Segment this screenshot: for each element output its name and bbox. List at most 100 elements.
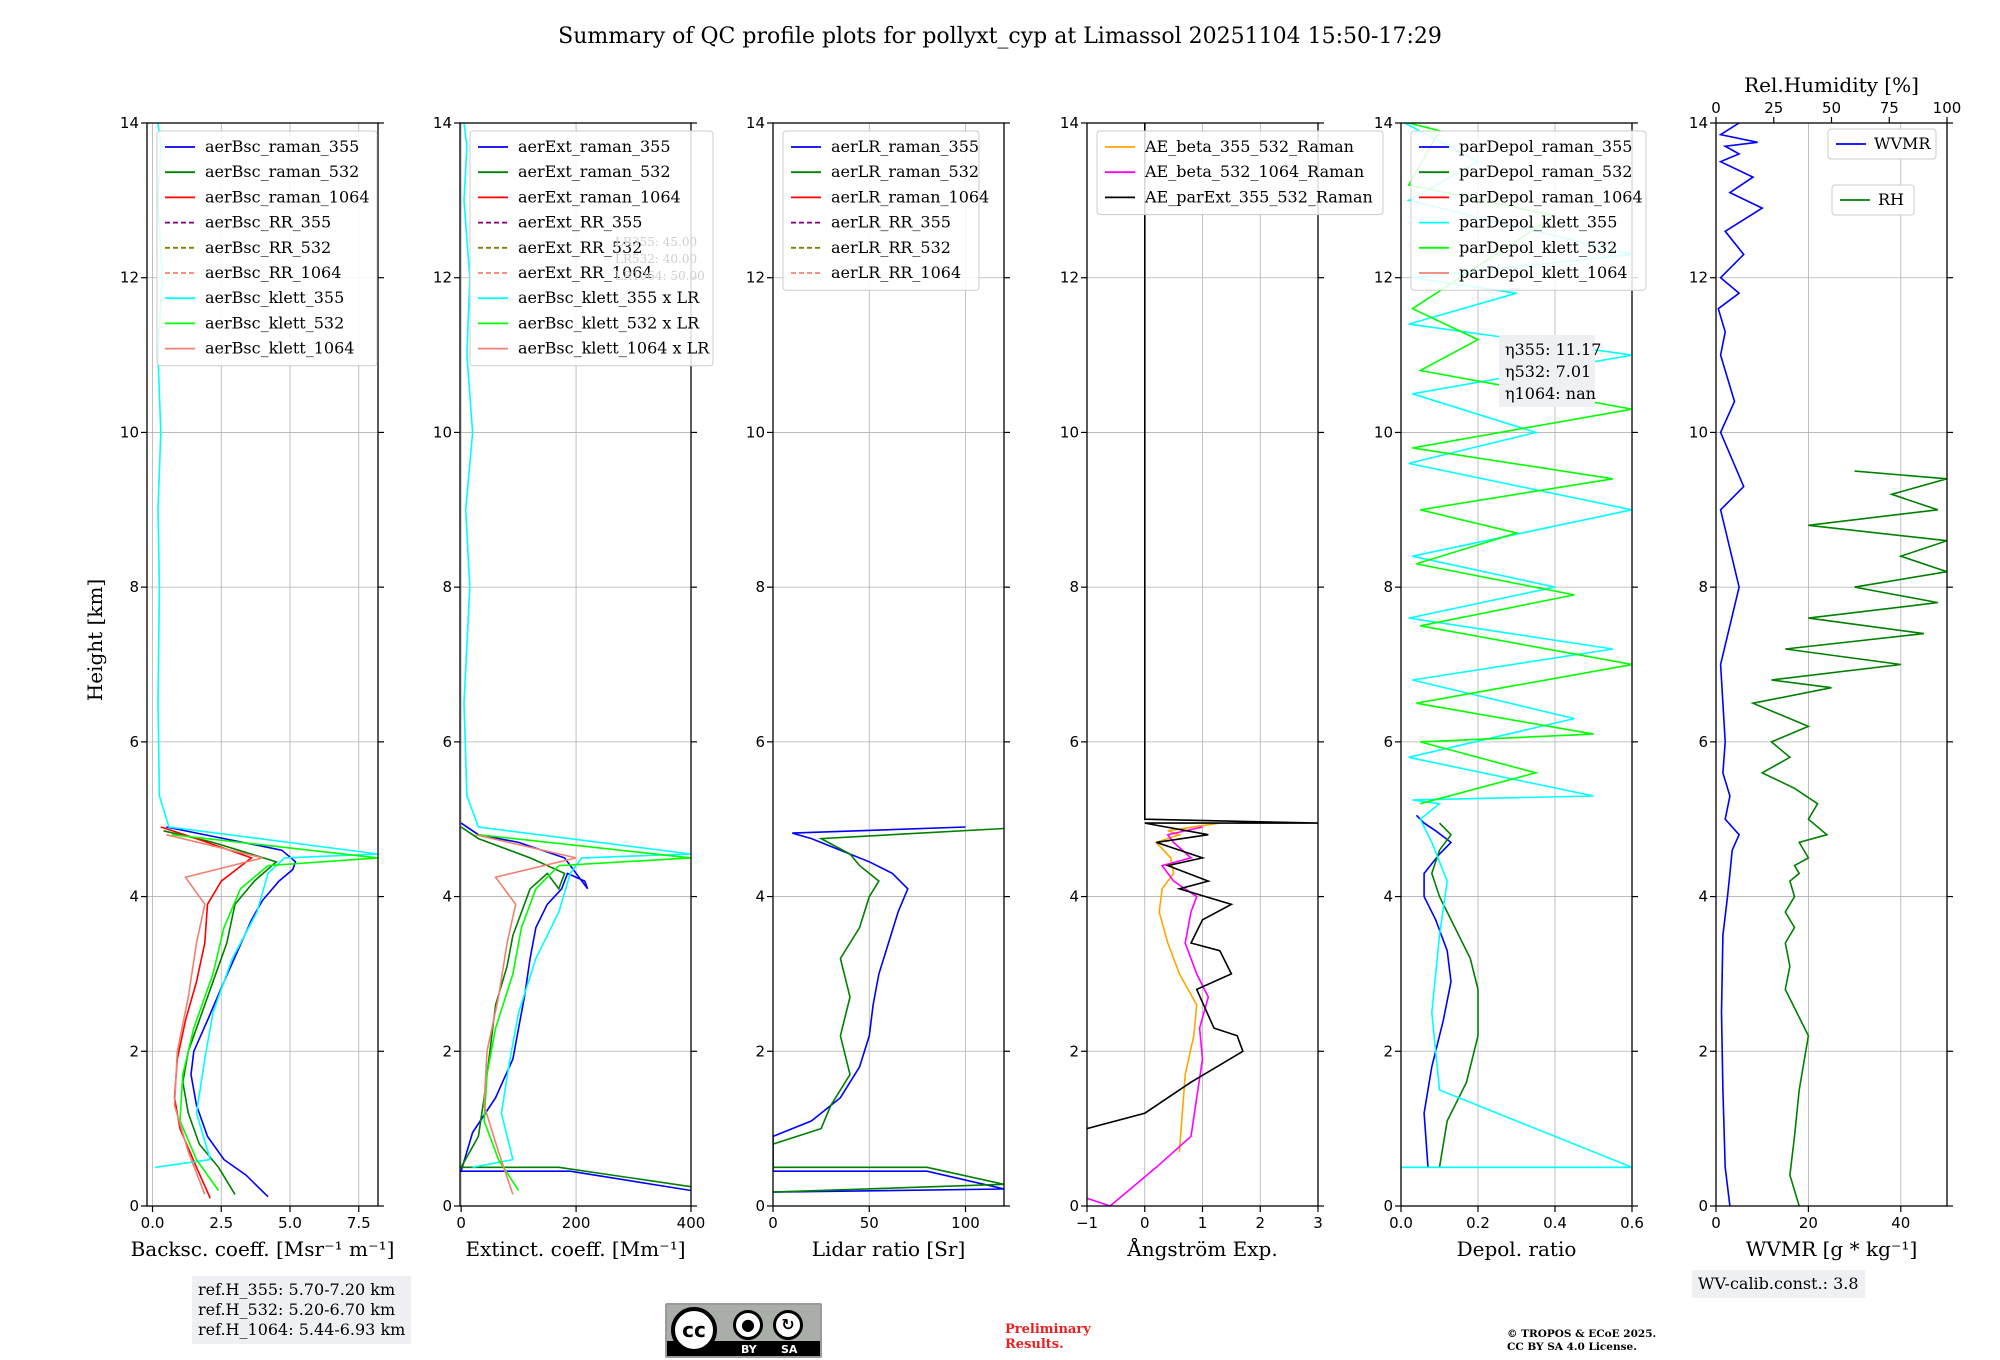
y-tick-label: 0 — [1383, 1197, 1393, 1215]
x-axis-label: Lidar ratio [Sr] — [812, 1237, 966, 1261]
series-line-AE_parExt_355_532_Raman — [1087, 123, 1318, 1130]
y-tick-label: 4 — [1383, 888, 1393, 906]
legend-label: parDepol_raman_1064 — [1459, 187, 1643, 206]
figure-title: Summary of QC profile plots for pollyxt_… — [558, 24, 1442, 49]
top-tick-label: 75 — [1880, 99, 1899, 117]
top-tick-label: 50 — [1822, 99, 1841, 117]
legend-label: aerBsc_RR_1064 — [205, 263, 341, 282]
y-tick-label: 10 — [746, 423, 765, 441]
y-tick-label: 4 — [1698, 888, 1708, 906]
x-tick-label: 0 — [1711, 1214, 1721, 1232]
eta-label: η355: 11.17 — [1505, 340, 1601, 359]
top-axis-label: Rel.Humidity [%] — [1744, 73, 1919, 97]
legend-box — [1096, 130, 1384, 216]
copyright-line-2: CC BY SA 4.0 License. — [1507, 1341, 1637, 1353]
top-tick-label: 25 — [1764, 99, 1783, 117]
x-axis-label: Ångström Exp. — [1126, 1236, 1277, 1261]
x-tick-label: 0.6 — [1620, 1214, 1644, 1232]
y-tick-label: 2 — [1069, 1042, 1079, 1060]
y-axis-label: Height [km] — [83, 579, 107, 701]
y-tick-label: 10 — [1689, 423, 1708, 441]
x-tick-label: 0 — [456, 1214, 466, 1232]
y-tick-label: 6 — [755, 733, 765, 751]
y-tick-label: 10 — [1374, 423, 1393, 441]
y-tick-label: 6 — [1383, 733, 1393, 751]
y-tick-label: 8 — [755, 578, 765, 596]
plot-frame — [1400, 122, 1633, 1207]
x-tick-label: 3 — [1313, 1214, 1323, 1232]
y-tick-label: 12 — [1374, 269, 1393, 287]
ref-height-355: ref.H_355: 5.70-7.20 km — [198, 1280, 396, 1299]
y-tick-label: 12 — [1060, 269, 1079, 287]
by-person-icon: ● — [733, 1310, 763, 1340]
legend-label: AE_beta_532_1064_Raman — [1144, 162, 1364, 181]
x-tick-label: 0 — [768, 1214, 778, 1232]
y-tick-label: 14 — [120, 114, 139, 132]
legend-label: parDepol_raman_355 — [1459, 137, 1632, 156]
y-tick-label: 2 — [755, 1042, 765, 1060]
legend-label: aerBsc_klett_532 x LR — [518, 313, 700, 332]
top-tick-label: 0 — [1711, 99, 1721, 117]
series-line-aerBsc_klett_532 — [171, 833, 378, 1191]
y-tick-label: 0 — [129, 1197, 139, 1215]
legend-box — [1827, 128, 1937, 160]
x-tick-label: 2.5 — [209, 1214, 233, 1232]
y-tick-label: 14 — [433, 114, 452, 132]
reference-heights-box: ref.H_355: 5.70-7.20 km ref.H_532: 5.20-… — [192, 1276, 412, 1344]
legend-box — [1410, 130, 1647, 291]
legend-box — [782, 130, 980, 291]
legend-box — [1831, 184, 1915, 216]
ref-height-1064: ref.H_1064: 5.44-6.93 km — [198, 1320, 406, 1339]
x-tick-label: 0 — [1140, 1214, 1150, 1232]
y-tick-label: 4 — [129, 888, 139, 906]
eta-box — [1499, 335, 1595, 407]
legend-label: aerLR_RR_355 — [831, 213, 951, 232]
x-tick-label: 7.5 — [347, 1214, 371, 1232]
eta-label: η1064: nan — [1505, 384, 1596, 403]
legend-label: aerBsc_raman_532 — [205, 162, 359, 181]
series-line-aerBsc_raman_532 — [163, 830, 278, 1195]
y-tick-label: 10 — [433, 423, 452, 441]
legend-label: aerExt_raman_355 — [518, 137, 671, 156]
x-tick-label: 1 — [1198, 1214, 1208, 1232]
legend-label: aerExt_RR_1064 — [518, 263, 653, 282]
series-line-aerBsc_klett_1064 — [166, 833, 263, 1195]
series-line-aerBsc_klett_1064 x LR — [475, 833, 577, 1195]
x-axis-label: WVMR [g * kg⁻¹] — [1746, 1237, 1918, 1261]
x-tick-label: 40 — [1891, 1214, 1910, 1232]
legend-label: WVMR — [1874, 134, 1931, 153]
series-line-parDepol_raman_355 — [1415, 814, 1453, 1168]
y-tick-label: 14 — [746, 114, 765, 132]
legend-label: aerLR_RR_532 — [831, 238, 951, 257]
x-tick-label: 50 — [860, 1214, 879, 1232]
legend-label: aerLR_raman_532 — [831, 162, 979, 181]
cc-logo-icon: cc — [671, 1307, 717, 1353]
legend-box — [469, 130, 714, 367]
y-tick-label: 6 — [1069, 733, 1079, 751]
y-tick-label: 14 — [1060, 114, 1079, 132]
y-tick-label: 8 — [129, 578, 139, 596]
y-tick-label: 8 — [442, 578, 452, 596]
y-tick-label: 2 — [442, 1042, 452, 1060]
cc-sa-label: SA — [781, 1343, 798, 1356]
legend-label: aerBsc_raman_355 — [205, 137, 359, 156]
preliminary-line-1: Preliminary — [1005, 1322, 1091, 1337]
x-tick-label: −1 — [1076, 1214, 1098, 1232]
copyright-note: © TROPOS & ECoE 2025. CC BY SA 4.0 Licen… — [1507, 1328, 1656, 1354]
series-group — [1087, 123, 1318, 1206]
eta-label: η532: 7.01 — [1505, 362, 1591, 381]
legend-label: aerBsc_RR_355 — [205, 213, 331, 232]
lr-annotation: LR355: 45.00 — [615, 235, 697, 249]
y-tick-label: 4 — [755, 888, 765, 906]
wv-calibration-box: WV-calib.const.: 3.8 — [1692, 1270, 1865, 1298]
series-line-aerBsc_raman_1064 — [160, 826, 254, 1199]
copyright-line-1: © TROPOS & ECoE 2025. — [1507, 1328, 1657, 1340]
y-tick-label: 12 — [120, 269, 139, 287]
legend-label: aerLR_raman_355 — [831, 137, 979, 156]
y-tick-label: 0 — [1069, 1197, 1079, 1215]
y-tick-label: 0 — [755, 1197, 765, 1215]
sa-share-icon: ↻ — [773, 1310, 803, 1340]
series-line-aerBsc_klett_355 x LR — [463, 123, 691, 1169]
